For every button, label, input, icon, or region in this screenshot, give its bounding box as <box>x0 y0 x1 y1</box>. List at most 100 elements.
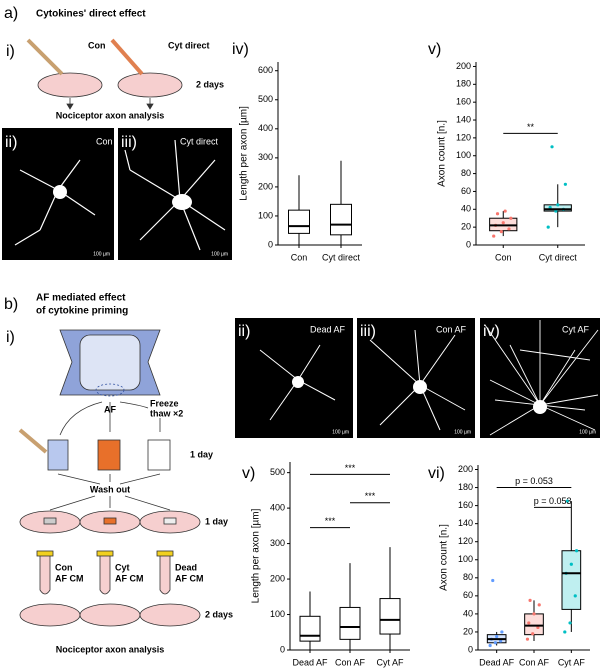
image-label: Con <box>96 136 113 146</box>
y-tick-label: 40 <box>463 608 473 618</box>
data-point <box>532 612 536 616</box>
y-tick-label: 120 <box>458 536 473 546</box>
panel-title: AF mediated effect <box>36 293 126 304</box>
y-tick-label: 500 <box>270 467 285 477</box>
data-point <box>563 630 567 634</box>
y-tick-label: 100 <box>270 609 285 619</box>
y-tick-label: 200 <box>458 464 473 474</box>
tube-label: Cyt <box>115 562 130 572</box>
data-point <box>499 230 503 234</box>
image-panel-label: iii) <box>360 323 376 340</box>
x-tick-label: Dead AF <box>479 657 515 667</box>
duration: 2 days <box>196 79 224 89</box>
data-point <box>537 603 541 607</box>
y-tick-label: 40 <box>461 204 471 214</box>
data-point <box>525 637 530 641</box>
y-tick-label: 180 <box>458 482 473 492</box>
data-point <box>531 632 535 636</box>
scale-bar: 100 µm <box>454 429 471 435</box>
y-tick-label: 200 <box>456 61 471 71</box>
significance-label: *** <box>325 516 336 526</box>
y-tick-label: 600 <box>258 65 273 75</box>
data-point <box>565 499 570 503</box>
y-tick-label: 100 <box>458 554 473 564</box>
x-tick-label: Con <box>495 252 512 262</box>
data-point <box>500 630 504 634</box>
box <box>379 598 401 635</box>
panel-label: v) <box>242 465 255 482</box>
y-tick-label: 0 <box>466 239 471 249</box>
scale-bar: 100 µm <box>93 251 110 257</box>
y-tick-label: 0 <box>280 644 285 654</box>
step-label: Wash out <box>90 484 130 494</box>
x-tick-label: Con <box>291 252 308 262</box>
tube-label: AF CM <box>115 573 144 583</box>
y-tick-label: 120 <box>456 132 471 142</box>
y-tick-label: 80 <box>463 572 473 582</box>
tube-label: AF CM <box>55 573 84 583</box>
schematic-a <box>26 38 183 110</box>
data-point <box>528 598 532 602</box>
data-point <box>536 625 540 630</box>
y-tick-label: 200 <box>270 573 285 583</box>
image-label: Con AF <box>436 324 467 334</box>
dish-label: Cyt direct <box>168 40 210 50</box>
data-point <box>492 234 496 238</box>
significance-label: p = 0.053 <box>515 476 553 486</box>
y-tick-label: 0 <box>468 644 473 654</box>
box <box>339 606 361 640</box>
data-point <box>568 621 572 625</box>
y-tick-label: 0 <box>268 239 273 249</box>
y-tick-label: 180 <box>456 79 471 89</box>
data-point <box>509 216 513 220</box>
y-tick-label: 100 <box>456 150 471 160</box>
data-point <box>573 594 577 598</box>
freeze-label: thaw ×2 <box>150 408 183 418</box>
image-label: Cyt direct <box>180 136 219 146</box>
image-panel-label: iv) <box>483 323 500 340</box>
y-axis-label: Axon count [n.] <box>437 120 448 187</box>
tube-label: Con <box>55 562 73 572</box>
y-axis-label: Length per axon [µm] <box>239 106 250 201</box>
data-point <box>491 578 495 583</box>
y-tick-label: 160 <box>458 500 473 510</box>
x-tick-label: Cyt direct <box>322 252 361 262</box>
image-label: Cyt AF <box>562 324 590 334</box>
box <box>561 550 582 610</box>
y-axis-label: Axon count [n.] <box>439 524 450 591</box>
image-label: Dead AF <box>310 324 346 334</box>
data-point <box>495 634 499 639</box>
y-tick-label: 60 <box>461 186 471 196</box>
y-tick-label: 140 <box>456 114 471 124</box>
duration: 1 day <box>205 516 228 526</box>
panel-label: b) <box>4 296 18 313</box>
data-point <box>546 225 550 229</box>
dish-label: Con <box>88 40 106 50</box>
y-tick-label: 140 <box>458 518 473 528</box>
tube-label: Dead <box>175 562 197 572</box>
data-point <box>498 639 503 643</box>
data-point <box>574 549 579 553</box>
panel-label: a) <box>4 5 18 22</box>
x-tick-label: Dead AF <box>292 657 328 667</box>
box <box>330 203 352 236</box>
analysis: Nociceptor axon analysis <box>56 644 165 654</box>
analysis: Nociceptor axon analysis <box>56 110 165 120</box>
panel-label: v) <box>428 41 441 58</box>
y-tick-label: 60 <box>463 590 473 600</box>
schematic-b <box>18 329 201 627</box>
y-tick-label: 200 <box>258 181 273 191</box>
image-panel-label: iii) <box>121 134 137 151</box>
x-tick-label: Cyt AF <box>376 657 404 667</box>
data-point <box>527 621 531 625</box>
significance-label: p = 0.053 <box>534 496 572 506</box>
duration: 1 day <box>190 449 213 459</box>
tube-label: AF CM <box>175 573 204 583</box>
data-point <box>507 227 511 231</box>
x-tick-label: Cyt AF <box>558 657 586 667</box>
y-tick-label: 500 <box>258 94 273 104</box>
micrograph <box>2 128 232 260</box>
y-tick-label: 300 <box>270 538 285 548</box>
data-point <box>569 562 573 566</box>
data-point <box>556 203 560 207</box>
